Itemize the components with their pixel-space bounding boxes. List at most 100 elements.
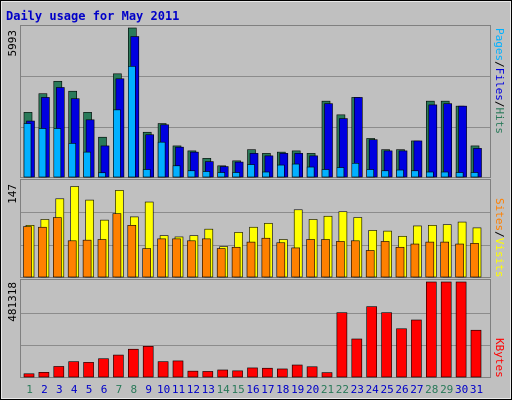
legend-top-part-3: /: [493, 101, 506, 108]
sites-bar-day-14: [216, 248, 226, 278]
sites-bar-day-4: [67, 240, 77, 278]
day-label-30: 30: [455, 383, 468, 396]
pages-bar-day-14: [217, 172, 225, 178]
day-label-6: 6: [101, 383, 108, 396]
sites-bar-day-16: [246, 241, 256, 278]
day-label-26: 26: [395, 383, 408, 396]
kbytes-bar-day-22: [336, 312, 348, 378]
kbytes-bar-day-6: [98, 358, 109, 378]
kbytes-bar-day-23: [351, 338, 363, 378]
day-label-12: 12: [187, 383, 200, 396]
sites-bar-day-20: [306, 239, 315, 278]
pages-bar-day-1: [23, 123, 32, 178]
sites-bar-day-22: [336, 241, 345, 278]
sites-bar-day-12: [187, 240, 196, 278]
kbytes-bar-day-14: [217, 369, 228, 378]
sites-bar-day-18: [276, 242, 286, 278]
legend-top-part-0: Pages: [493, 28, 506, 61]
sites-bar-day-28: [425, 241, 435, 278]
kbytes-bar-day-11: [172, 360, 184, 378]
day-label-22: 22: [336, 383, 349, 396]
sites-bar-day-17: [261, 237, 271, 278]
day-label-21: 21: [321, 383, 334, 396]
sites-bar-day-31: [470, 243, 479, 278]
day-label-14: 14: [217, 383, 231, 396]
kbytes-bar-day-10: [157, 361, 169, 378]
pages-bar-day-17: [262, 171, 270, 178]
pages-bar-day-23: [351, 163, 360, 178]
kbytes-bar-day-30: [455, 281, 467, 378]
pages-bar-day-22: [336, 167, 345, 178]
day-label-23: 23: [351, 383, 364, 396]
pages-bar-day-26: [396, 169, 404, 178]
sites-bar-day-30: [455, 243, 464, 278]
legend-middle-part-2: Visits: [493, 238, 506, 278]
day-label-18: 18: [276, 383, 289, 396]
legend-sites-visits: Sites/Visits: [493, 198, 506, 278]
kbytes-bar-day-18: [276, 368, 288, 378]
day-label-13: 13: [202, 383, 215, 396]
sites-bar-day-23: [350, 240, 360, 278]
chart-title: Daily usage for May 2011: [6, 9, 179, 23]
kbytes-bar-day-2: [38, 372, 50, 378]
day-label-24: 24: [366, 383, 380, 396]
legend-bottom-part-0: KBytes: [493, 338, 506, 378]
sites-bar-day-7: [112, 213, 122, 278]
kbytes-bar-day-16: [247, 367, 258, 378]
day-label-31: 31: [470, 383, 483, 396]
day-label-9: 9: [145, 383, 152, 396]
day-label-27: 27: [410, 383, 423, 396]
pages-bar-day-20: [306, 166, 315, 178]
kbytes-bar-day-21: [321, 372, 333, 378]
legend-middle-part-1: /: [493, 231, 506, 238]
sites-bar-day-25: [380, 241, 390, 278]
kbytes-bar-day-12: [187, 370, 199, 378]
pages-bar-day-31: [470, 172, 479, 178]
day-label-20: 20: [306, 383, 319, 396]
day-label-25: 25: [380, 383, 393, 396]
kbytes-bar-day-7: [113, 354, 124, 378]
pages-bar-day-19: [291, 163, 300, 178]
pages-bar-day-21: [321, 169, 330, 178]
sites-bar-day-29: [440, 241, 450, 278]
day-label-28: 28: [425, 383, 438, 396]
legend-pages-files-hits: Pages/Files/Hits: [493, 28, 506, 134]
kbytes-bar-day-9: [142, 346, 154, 378]
day-label-1: 1: [26, 383, 33, 396]
sites-bar-day-9: [142, 248, 151, 278]
day-label-15: 15: [231, 383, 244, 396]
pages-bar-day-11: [172, 165, 181, 178]
pages-bar-day-4: [68, 143, 76, 178]
pages-bar-day-24: [366, 169, 375, 178]
sites-bar-day-6: [97, 239, 107, 278]
sites-bar-day-8: [127, 224, 137, 278]
pages-bar-day-28: [425, 171, 434, 178]
pages-bar-day-5: [83, 151, 91, 178]
files-bar-day-29: [443, 103, 453, 178]
kbytes-bar-day-24: [366, 306, 378, 378]
kbytes-bar-day-5: [83, 362, 94, 378]
day-label-17: 17: [261, 383, 274, 396]
day-label-4: 4: [71, 383, 78, 396]
kbytes-bar-day-15: [232, 370, 243, 378]
sites-bar-day-13: [202, 238, 211, 278]
pages-bar-day-10: [157, 141, 166, 178]
pages-bar-day-16: [247, 164, 255, 178]
pages-bar-day-13: [202, 171, 211, 178]
day-label-3: 3: [56, 383, 63, 396]
kbytes-bar-day-20: [306, 366, 318, 378]
kbytes-bar-day-4: [68, 361, 79, 378]
sites-bar-day-21: [321, 239, 330, 278]
y-max-label-visits: 147: [6, 184, 19, 204]
legend-top-part-2: Files: [493, 68, 506, 101]
sites-bar-day-26: [395, 246, 405, 278]
legend-top-part-1: /: [493, 61, 506, 68]
day-label-8: 8: [130, 383, 137, 396]
day-label-7: 7: [116, 383, 123, 396]
sites-bar-day-1: [23, 226, 32, 278]
kbytes-bar-day-28: [425, 281, 437, 378]
day-label-5: 5: [86, 383, 93, 396]
sites-bar-day-3: [52, 217, 62, 278]
